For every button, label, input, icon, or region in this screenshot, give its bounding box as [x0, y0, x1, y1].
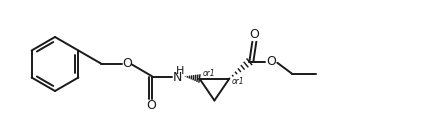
- Text: or1: or1: [232, 77, 244, 86]
- Text: O: O: [146, 99, 156, 112]
- Text: O: O: [250, 28, 259, 41]
- Text: or1: or1: [202, 69, 215, 78]
- Text: N: N: [173, 71, 182, 84]
- Text: O: O: [266, 55, 276, 68]
- Text: H: H: [176, 67, 184, 77]
- Text: O: O: [122, 57, 132, 70]
